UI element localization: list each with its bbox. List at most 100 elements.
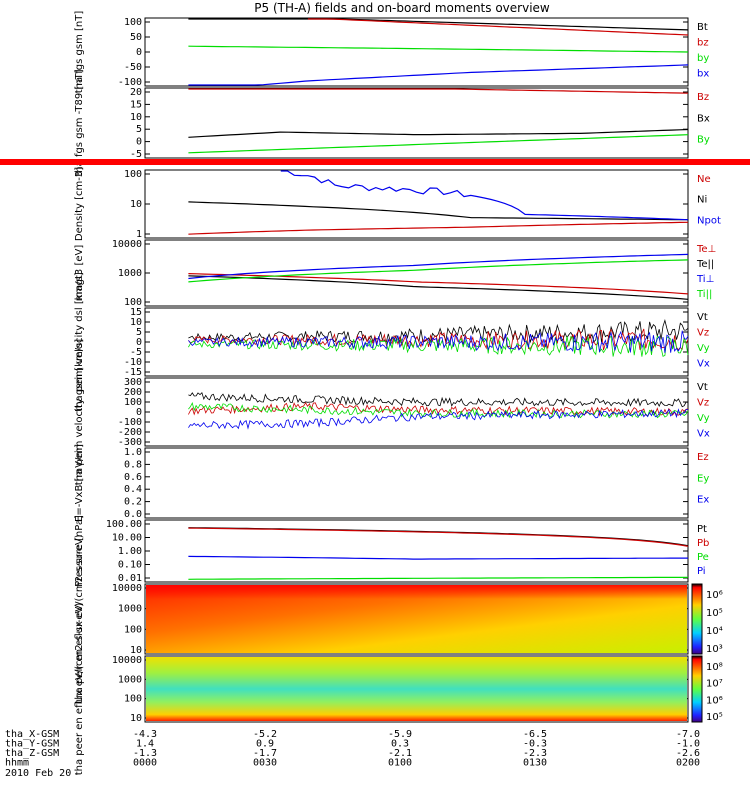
panel-ylabel: tha peir en eflux eV/(cm2-s-sr-eV) [74,534,85,703]
ephemeris-value: -5.9 [388,729,412,740]
panel-ylabel: magt3 [eV] [74,245,85,302]
panel-frame [144,447,689,519]
panel-3: Density [cm-3] 100 10 1 Ne Ni Npot [74,167,721,241]
colorbar-tick-label: 10⁵ [706,608,723,619]
series-line-bz [188,88,689,94]
legend-entry: Vy [697,343,710,354]
legend-entry: Ni [697,195,707,206]
series-line-bt [188,18,689,31]
ion-spectrogram-top-band [146,585,687,599]
y-tick-label: 300 [124,377,142,388]
ephemeris-value: -7.0 [676,729,700,740]
panel-ylabel: tha peim velocity gsm [km/s] [74,339,85,486]
y-tick-label: 100 [124,397,142,408]
ephemeris-value: 1.4 [136,739,154,750]
series-line-pe [188,576,689,580]
panel-frame [144,87,689,159]
y-tick-label: 10.00 [112,533,142,544]
panel-frame [144,307,689,377]
y-tick-label: 10 [130,713,142,724]
legend-entry: Bz [697,92,709,103]
panel-ylabel: tha fgs gsm [nT] [74,11,85,94]
legend-entry: Te⊥ [696,244,716,255]
y-tick-label: 100 [124,624,142,635]
legend-entry: By [697,135,710,146]
legend-entry: Vz [697,328,709,339]
panel-ylabel: Density [cm-3] [74,167,85,241]
ephemeris-value: 0000 [133,758,157,769]
y-tick-label: 0.8 [124,459,142,470]
series-line-by [188,45,689,53]
legend-entry: Vx [697,359,710,370]
panel-frame [144,583,689,655]
ephemeris-value: -2.1 [388,748,412,759]
y-tick-label: 5 [136,124,142,135]
legend-entry: bz [697,38,709,49]
colorbar-tick-label: 10³ [706,644,723,655]
panel-6: tha peim velocity gsm [km/s] 3002001000-1… [74,339,710,486]
ephemeris-value: -6.5 [523,729,547,740]
y-tick-label: 100 [124,694,142,705]
ephemeris-value: 0130 [523,758,547,769]
legend-entry: Bx [697,113,710,124]
ephemeris-value: 0.9 [256,739,274,750]
legend-entry: Vy [697,413,710,424]
y-tick-label: -5 [130,149,142,160]
ephemeris-value: 0.3 [391,739,409,750]
ephemeris-row-label: hhmm [5,758,29,769]
y-tick-label: 0.4 [124,484,142,495]
y-tick-label: 5 [136,327,142,338]
series-line-by [188,134,689,154]
y-tick-label: 100 [124,169,142,180]
series-line-npot [280,170,689,221]
panel-ylabel: tha peim velocity dsl [km/s] [74,272,85,412]
legend-entry: Pe [697,552,709,563]
ephemeris-value: 0030 [253,758,277,769]
legend-entry: Ti|| [696,289,712,300]
legend-entry: Ez [697,452,709,463]
series-line-ti [188,259,689,283]
y-tick-label: 1.00 [118,546,142,557]
ephemeris-value: 0100 [388,758,412,769]
y-tick-label: 1000 [118,674,142,685]
y-tick-label: -15 [124,367,142,378]
y-tick-label: 0.01 [118,573,142,584]
ephemeris-value: -0.3 [523,739,547,750]
colorbar [691,655,703,723]
series-line-bx [188,64,689,86]
legend-entry: Vx [697,429,710,440]
series-line-pb [188,527,689,547]
legend-entry: Pt [697,524,707,535]
panel-5: tha peim velocity dsl [km/s] 151050-5-10-… [74,272,710,412]
y-tick-label: 15 [130,307,142,318]
y-tick-label: -10 [124,357,142,368]
y-tick-label: 10000 [112,655,142,666]
series-line-ni [188,201,689,221]
colorbar [691,583,703,655]
y-tick-label: 1000 [118,604,142,615]
y-tick-label: 0 [136,137,142,148]
series-line-te [188,275,689,300]
y-tick-label: 1 [136,229,142,240]
ephemeris-row-label: tha_X-GSM [5,729,59,740]
legend-entry: Vz [697,398,709,409]
date-label: 2010 Feb 20 [5,768,71,779]
colorbar-tick-label: 10⁴ [706,626,723,637]
figure-title: P5 (TH-A) fields and on-board moments ov… [254,1,550,15]
ephemeris-value: -5.2 [253,729,277,740]
y-tick-label: 0.10 [118,560,142,571]
series-line-ti [188,253,689,280]
panel-ylabel: Pressure [nPa] [74,515,85,587]
panel-stack: tha fgs gsm [nT] 100500-50-100Btbzbybxtha… [74,11,723,776]
legend-entry: Vt [697,382,708,393]
y-tick-label: 10 [130,645,142,656]
ephemeris-value: -1.7 [253,748,277,759]
series-line-vy [188,402,689,419]
y-tick-label: 0 [136,47,142,58]
y-tick-label: 10 [130,199,142,210]
legend-entry: bx [697,69,709,80]
y-tick-label: 10 [130,112,142,123]
series-line-vx [188,330,689,354]
ephemeris-row-label: tha_Y-GSM [5,739,59,750]
